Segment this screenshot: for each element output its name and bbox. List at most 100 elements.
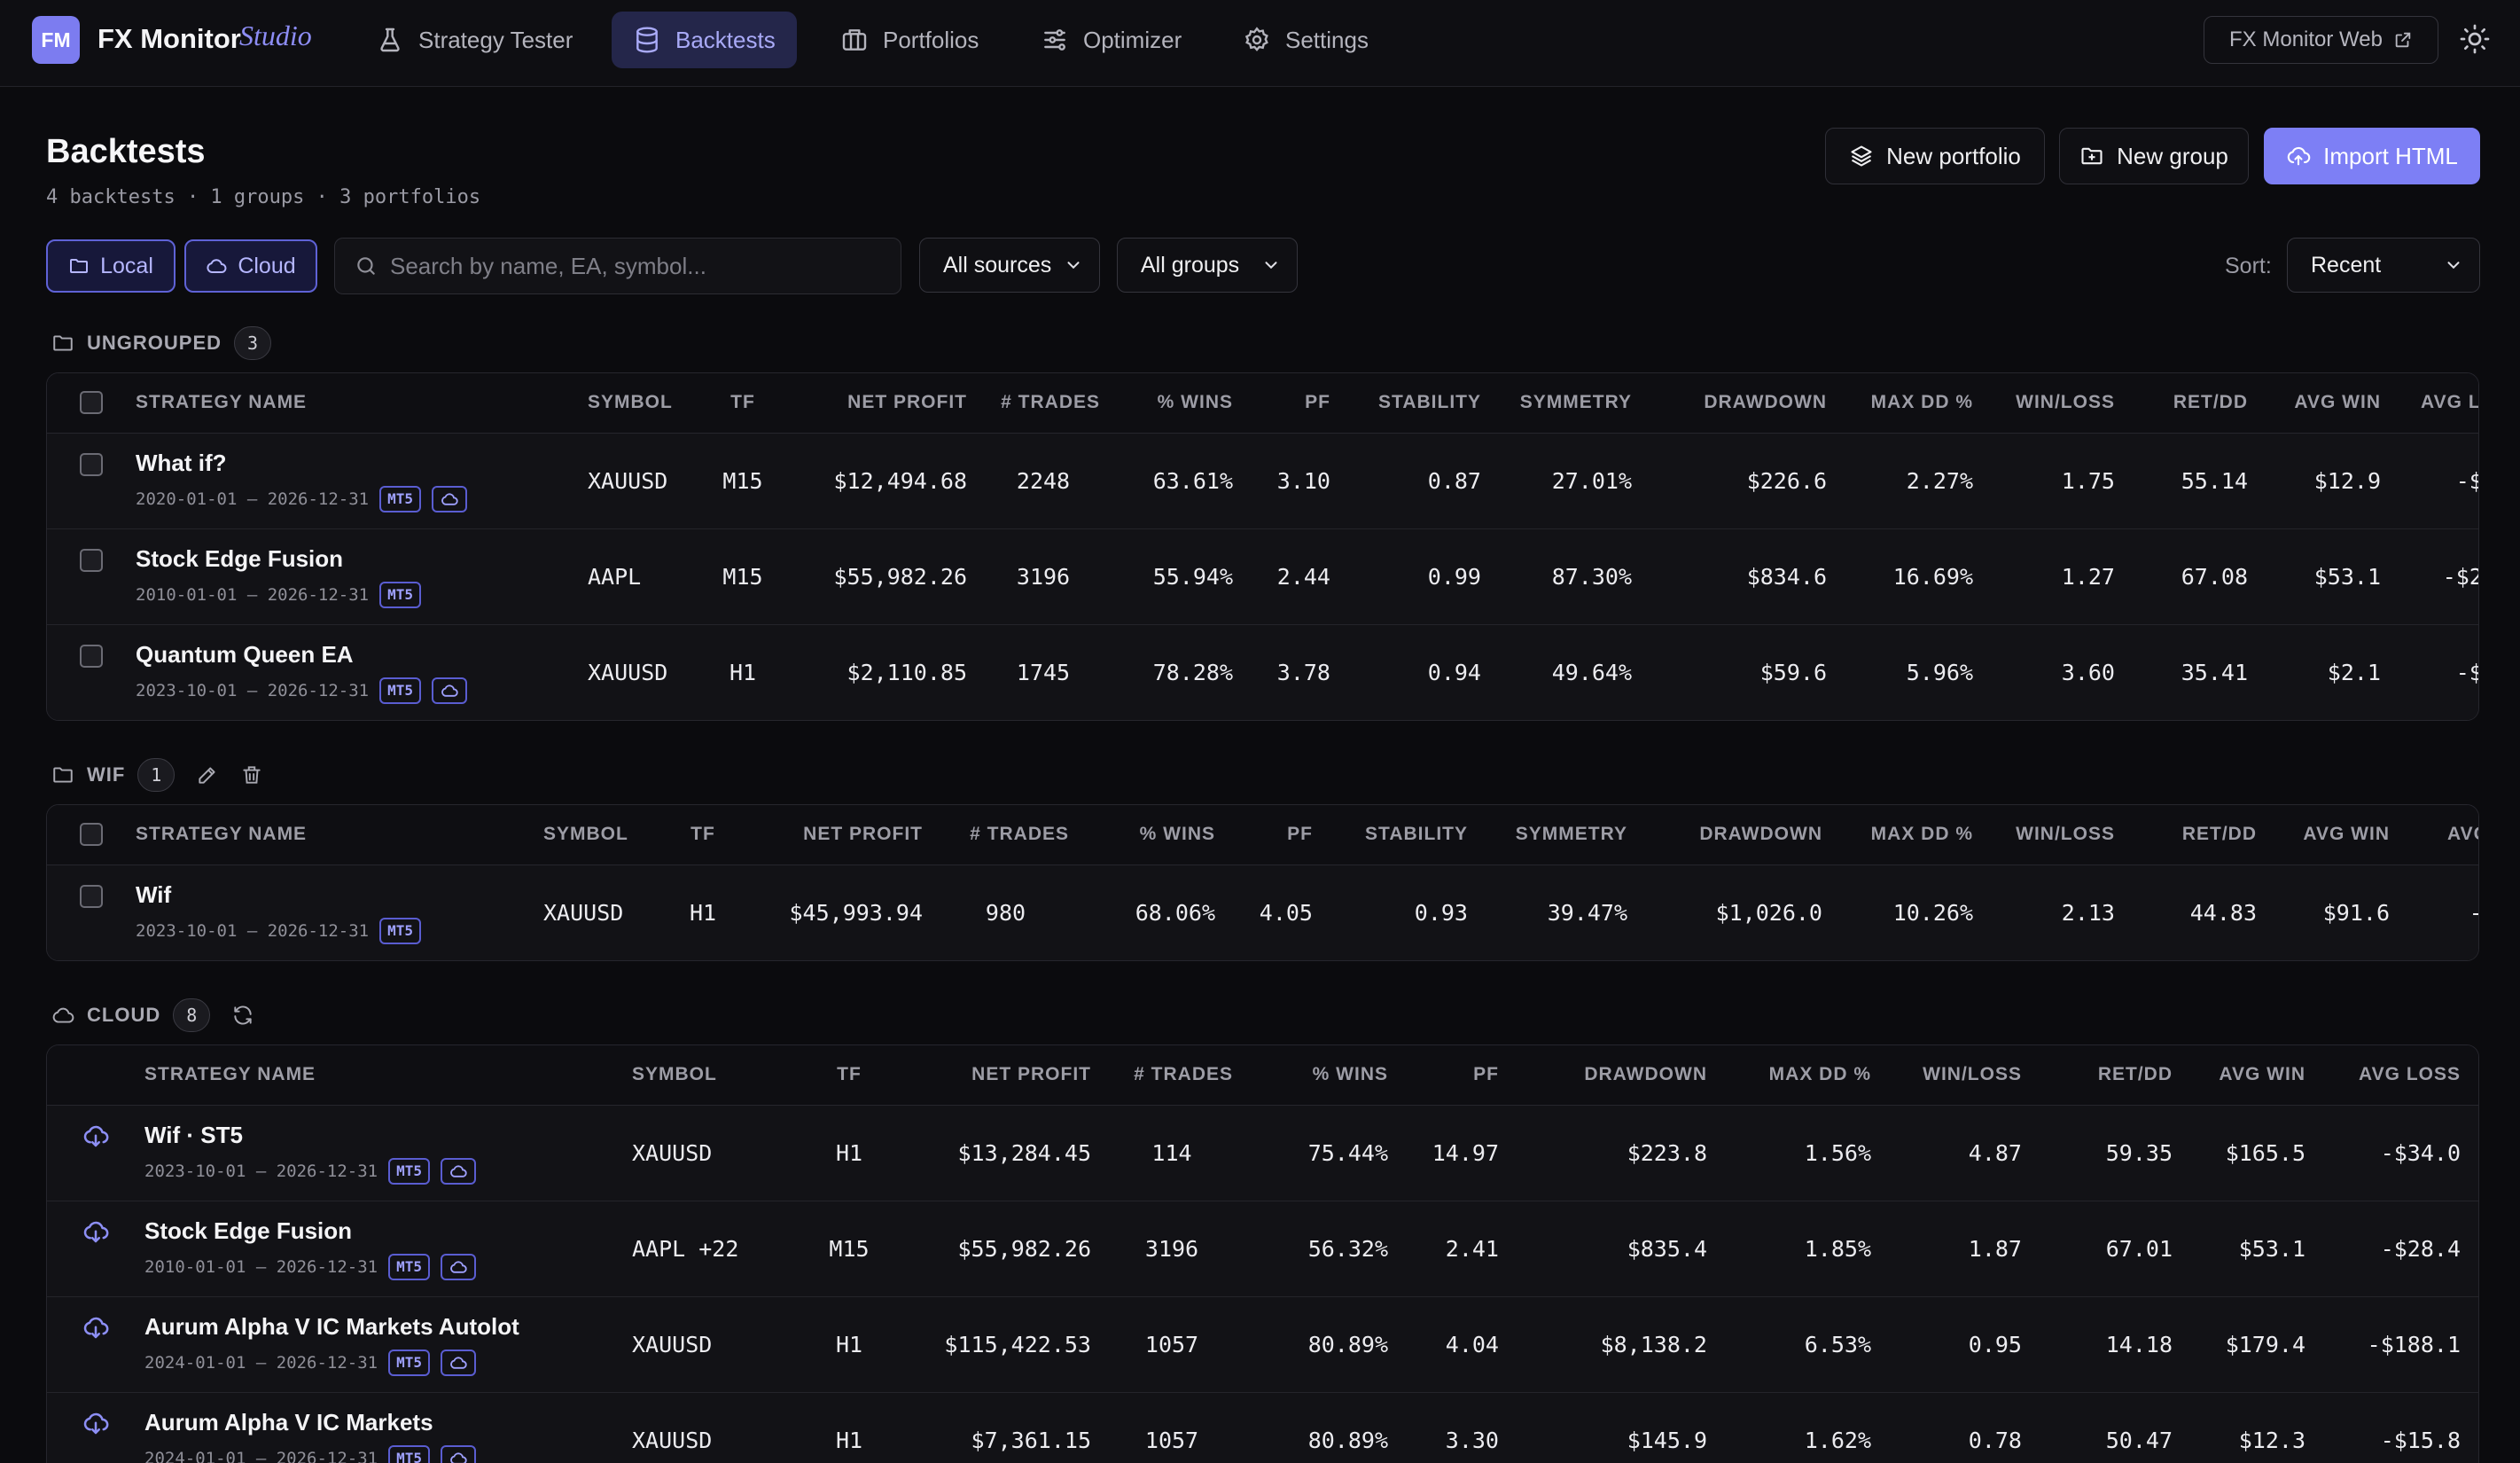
col-pf[interactable]: PF bbox=[1408, 1045, 1518, 1106]
cloud-download-icon[interactable] bbox=[82, 1219, 109, 1246]
table-row[interactable]: Aurum Alpha V IC Markets Autolot 2024-01… bbox=[47, 1296, 2478, 1393]
nav-strategy-tester[interactable]: Strategy Tester bbox=[355, 12, 594, 68]
col-win-loss[interactable]: WIN/LOSS bbox=[1993, 805, 2134, 865]
symbol-cell: XAUUSD bbox=[543, 864, 659, 960]
col-tf[interactable]: TF bbox=[694, 373, 792, 434]
col-win-loss[interactable]: WIN/LOSS bbox=[1993, 373, 2134, 434]
fx-monitor-web-button[interactable]: FX Monitor Web bbox=[2204, 16, 2438, 64]
strategy-meta: 2023-10-01 – 2026-12-31 MT5 bbox=[136, 677, 568, 704]
strategy-name[interactable]: Stock Edge Fusion bbox=[144, 1217, 353, 1244]
tf-cell: H1 bbox=[792, 1105, 907, 1201]
cloud-download-icon[interactable] bbox=[82, 1411, 109, 1437]
nav-settings[interactable]: Settings bbox=[1221, 12, 1390, 68]
col-avg-win[interactable]: AVG WIN bbox=[2267, 373, 2400, 434]
col-symmetry[interactable]: SYMMETRY bbox=[1487, 805, 1647, 865]
col-pf[interactable]: PF bbox=[1252, 373, 1350, 434]
pencil-icon[interactable] bbox=[196, 763, 219, 786]
cloud-download-icon[interactable] bbox=[82, 1123, 109, 1150]
row-checkbox[interactable] bbox=[80, 452, 103, 476]
col-ret-dd[interactable]: RET/DD bbox=[2134, 805, 2276, 865]
app-logo[interactable]: FM bbox=[32, 16, 80, 64]
table-row[interactable]: Stock Edge Fusion 2010-01-01 – 2026-12-3… bbox=[47, 528, 2478, 625]
top-navigation: FM FX Monitor Studio Strategy Tester Bac… bbox=[0, 0, 2520, 87]
col-avg-loss[interactable]: AVG LOSS bbox=[2400, 373, 2478, 434]
wif-group-header[interactable]: WIF 1 bbox=[51, 758, 263, 792]
table-row[interactable]: Wif 2023-10-01 – 2026-12-31 MT5 XAUUSD H… bbox=[47, 864, 2478, 960]
col-stability[interactable]: STABILITY bbox=[1350, 373, 1501, 434]
cloud-icon bbox=[207, 259, 227, 273]
col-net-profit[interactable]: NET PROFIT bbox=[792, 373, 987, 434]
strategy-name[interactable]: Quantum Queen EA bbox=[136, 640, 354, 668]
local-filter-chip[interactable]: Local bbox=[46, 239, 176, 293]
strategy-name[interactable]: Wif bbox=[136, 880, 172, 908]
col-pf[interactable]: PF bbox=[1235, 805, 1332, 865]
strategy-name[interactable]: Aurum Alpha V IC Markets bbox=[144, 1408, 433, 1436]
select-all-checkbox[interactable] bbox=[80, 391, 103, 415]
cloud-filter-chip[interactable]: Cloud bbox=[184, 239, 317, 293]
table-row[interactable]: Quantum Queen EA 2023-10-01 – 2026-12-31… bbox=[47, 624, 2478, 720]
sort-select[interactable]: Recent bbox=[2287, 238, 2480, 293]
new-group-button[interactable]: New group bbox=[2059, 128, 2249, 184]
row-checkbox[interactable] bbox=[80, 884, 103, 908]
groups-select[interactable]: All groups bbox=[1117, 238, 1298, 293]
col-tf[interactable]: TF bbox=[792, 1045, 907, 1106]
refresh-icon[interactable] bbox=[231, 1004, 254, 1027]
nav-portfolios[interactable]: Portfolios bbox=[819, 12, 1000, 68]
row-select-cell bbox=[47, 864, 136, 960]
col-strategy-name[interactable]: STRATEGY NAME bbox=[144, 1045, 632, 1106]
row-checkbox[interactable] bbox=[80, 644, 103, 668]
new-portfolio-button[interactable]: New portfolio bbox=[1825, 128, 2045, 184]
search-input[interactable] bbox=[390, 252, 886, 280]
col-ret-dd[interactable]: RET/DD bbox=[2041, 1045, 2192, 1106]
col-drawdown[interactable]: DRAWDOWN bbox=[1518, 1045, 1727, 1106]
col-wins[interactable]: % WINS bbox=[1252, 1045, 1408, 1106]
table-row[interactable]: Wif · ST5 2023-10-01 – 2026-12-31 MT5 XA… bbox=[47, 1105, 2478, 1201]
col-drawdown[interactable]: DRAWDOWN bbox=[1651, 373, 1846, 434]
ungrouped-header[interactable]: UNGROUPED 3 bbox=[51, 326, 272, 360]
col-drawdown[interactable]: DRAWDOWN bbox=[1647, 805, 1842, 865]
search-box[interactable] bbox=[334, 238, 901, 294]
strategy-name[interactable]: Stock Edge Fusion bbox=[136, 544, 344, 572]
cloud-group-header[interactable]: CLOUD 8 bbox=[51, 998, 254, 1032]
col-stability[interactable]: STABILITY bbox=[1332, 805, 1487, 865]
col-strategy-name[interactable]: STRATEGY NAME bbox=[136, 805, 543, 865]
table-row[interactable]: Stock Edge Fusion 2010-01-01 – 2026-12-3… bbox=[47, 1201, 2478, 1297]
import-html-button[interactable]: Import HTML bbox=[2264, 128, 2480, 184]
symmetry-cell: 27.01% bbox=[1501, 433, 1651, 529]
col-trades[interactable]: # TRADES bbox=[942, 805, 1088, 865]
table-row[interactable]: What if? 2020-01-01 – 2026-12-31 MT5 XAU… bbox=[47, 433, 2478, 529]
col-max-dd[interactable]: MAX DD % bbox=[1727, 1045, 1891, 1106]
col-ret-dd[interactable]: RET/DD bbox=[2134, 373, 2267, 434]
nav-optimizer[interactable]: Optimizer bbox=[1019, 12, 1203, 68]
col-avg-win[interactable]: AVG WIN bbox=[2192, 1045, 2325, 1106]
col-avg-loss[interactable]: AVG LOSS bbox=[2325, 1045, 2478, 1106]
cloud-download-icon[interactable] bbox=[82, 1315, 109, 1342]
select-all-checkbox[interactable] bbox=[80, 823, 103, 847]
col-avg-loss[interactable]: AVG LOSS bbox=[2409, 805, 2478, 865]
col-wins[interactable]: % WINS bbox=[1088, 805, 1235, 865]
sun-icon[interactable] bbox=[2459, 23, 2491, 55]
strategy-name[interactable]: What if? bbox=[136, 449, 227, 476]
col-net-profit[interactable]: NET PROFIT bbox=[907, 1045, 1111, 1106]
col-tf[interactable]: TF bbox=[659, 805, 747, 865]
col-symbol[interactable]: SYMBOL bbox=[588, 373, 694, 434]
col-symmetry[interactable]: SYMMETRY bbox=[1501, 373, 1651, 434]
strategy-name[interactable]: Aurum Alpha V IC Markets Autolot bbox=[144, 1312, 519, 1340]
col-symbol[interactable]: SYMBOL bbox=[632, 1045, 792, 1106]
col-win-loss[interactable]: WIN/LOSS bbox=[1891, 1045, 2041, 1106]
col-avg-win[interactable]: AVG WIN bbox=[2276, 805, 2409, 865]
nav-backtests[interactable]: Backtests bbox=[612, 12, 797, 68]
table-row[interactable]: Aurum Alpha V IC Markets 2024-01-01 – 20… bbox=[47, 1392, 2478, 1463]
col-max-dd[interactable]: MAX DD % bbox=[1842, 805, 1993, 865]
trash-icon[interactable] bbox=[240, 763, 263, 786]
col-strategy-name[interactable]: STRATEGY NAME bbox=[136, 373, 588, 434]
col-trades[interactable]: # TRADES bbox=[987, 373, 1120, 434]
sources-select[interactable]: All sources bbox=[919, 238, 1100, 293]
strategy-name[interactable]: Wif · ST5 bbox=[144, 1121, 243, 1148]
col-max-dd[interactable]: MAX DD % bbox=[1846, 373, 1993, 434]
col-symbol[interactable]: SYMBOL bbox=[543, 805, 659, 865]
col-wins[interactable]: % WINS bbox=[1120, 373, 1252, 434]
row-checkbox[interactable] bbox=[80, 548, 103, 572]
col-trades[interactable]: # TRADES bbox=[1111, 1045, 1252, 1106]
col-net-profit[interactable]: NET PROFIT bbox=[747, 805, 942, 865]
